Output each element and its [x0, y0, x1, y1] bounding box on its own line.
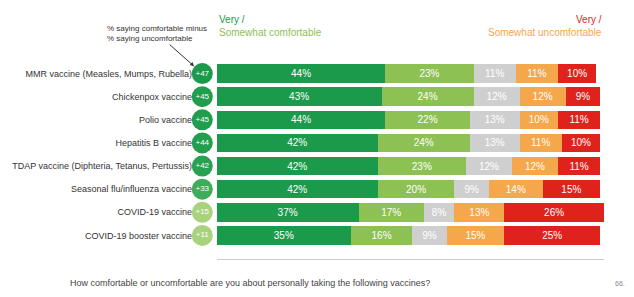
svg-text:13%: 13%: [485, 114, 505, 125]
svg-text:11%: 11%: [569, 161, 588, 172]
svg-text:12%: 12%: [533, 91, 553, 102]
svg-text:44%: 44%: [291, 114, 311, 125]
svg-text:Somewhat uncomfortable: Somewhat uncomfortable: [488, 27, 602, 38]
svg-text:+42: +42: [196, 161, 210, 170]
svg-text:16%: 16%: [372, 230, 392, 241]
svg-text:+33: +33: [196, 184, 210, 193]
svg-text:+47: +47: [196, 69, 210, 78]
svg-text:11%: 11%: [485, 68, 504, 79]
svg-text:35%: 35%: [274, 230, 294, 241]
svg-text:15%: 15%: [561, 184, 581, 195]
svg-text:44%: 44%: [291, 68, 311, 79]
svg-text:11%: 11%: [531, 137, 550, 148]
svg-text:MMR vaccine (Measles, Mumps, R: MMR vaccine (Measles, Mumps, Rubella): [25, 69, 192, 79]
svg-text:10%: 10%: [529, 114, 549, 125]
svg-text:22%: 22%: [418, 114, 438, 125]
svg-text:Seasonal flu/influenza vaccine: Seasonal flu/influenza vaccine: [71, 184, 192, 194]
svg-text:How comfortable or uncomfortab: How comfortable or uncomfortable are you…: [70, 278, 430, 288]
svg-text:Chickenpox vaccine: Chickenpox vaccine: [112, 92, 192, 102]
svg-text:Somewhat comfortable: Somewhat comfortable: [219, 27, 322, 38]
svg-text:% saying comfortable minus% sa: % saying comfortable minus% saying uncom…: [107, 24, 207, 43]
svg-text:20%: 20%: [406, 184, 426, 195]
svg-text:17%: 17%: [381, 207, 401, 218]
svg-text:14%: 14%: [506, 184, 526, 195]
svg-text:23%: 23%: [412, 161, 432, 172]
svg-text:+45: +45: [196, 115, 210, 124]
svg-text:+15: +15: [196, 207, 210, 216]
svg-text:+45: +45: [196, 92, 210, 101]
svg-text:+44: +44: [196, 138, 210, 147]
svg-text:26%: 26%: [544, 207, 564, 218]
svg-text:9%: 9%: [422, 230, 437, 241]
svg-text:42%: 42%: [287, 137, 307, 148]
svg-text:24%: 24%: [414, 137, 434, 148]
svg-text:42%: 42%: [287, 161, 307, 172]
svg-text:9%: 9%: [576, 91, 591, 102]
svg-text:Very /: Very /: [219, 14, 245, 25]
svg-text:42%: 42%: [287, 184, 307, 195]
svg-text:43%: 43%: [289, 91, 309, 102]
svg-text:COVID-19 booster vaccine: COVID-19 booster vaccine: [85, 231, 192, 241]
svg-text:25%: 25%: [542, 230, 562, 241]
svg-text:9%: 9%: [464, 184, 479, 195]
svg-text:10%: 10%: [567, 68, 587, 79]
svg-text:8%: 8%: [432, 207, 447, 218]
svg-text:COVID-19 vaccine: COVID-19 vaccine: [117, 207, 192, 217]
svg-text:37%: 37%: [278, 207, 298, 218]
svg-text:11%: 11%: [569, 114, 588, 125]
svg-text:10%: 10%: [571, 137, 591, 148]
svg-text:15%: 15%: [465, 230, 485, 241]
svg-text:24%: 24%: [418, 91, 438, 102]
svg-text:66.: 66.: [615, 280, 625, 287]
svg-text:Hepatitis B vaccine: Hepatitis B vaccine: [115, 138, 192, 148]
svg-text:12%: 12%: [525, 161, 545, 172]
svg-text:Very /: Very /: [576, 14, 602, 25]
svg-text:TDAP vaccine (Diphteria, Tetan: TDAP vaccine (Diphteria, Tetanus, Pertus…: [12, 161, 192, 171]
svg-text:12%: 12%: [479, 161, 499, 172]
svg-text:Polio vaccine: Polio vaccine: [139, 115, 192, 125]
svg-text:13%: 13%: [485, 137, 505, 148]
svg-text:+11: +11: [196, 230, 210, 239]
svg-text:13%: 13%: [469, 207, 489, 218]
svg-text:23%: 23%: [419, 68, 439, 79]
svg-text:11%: 11%: [527, 68, 546, 79]
svg-text:12%: 12%: [487, 91, 507, 102]
